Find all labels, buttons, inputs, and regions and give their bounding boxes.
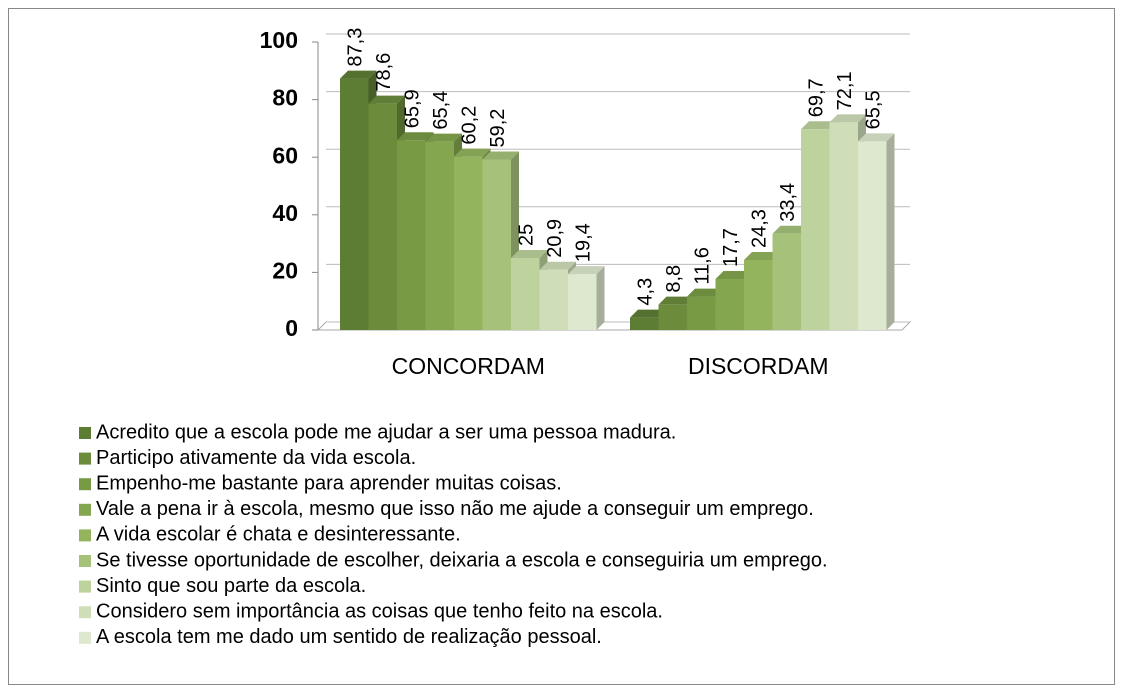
- x-tick-label: DISCORDAM: [688, 353, 829, 379]
- bar-top: [744, 252, 781, 261]
- bar-top: [539, 261, 576, 270]
- bar: [425, 141, 454, 330]
- bar: [744, 260, 773, 330]
- value-label: 19,4: [573, 223, 595, 262]
- bar-side: [596, 266, 605, 330]
- bar: [511, 258, 540, 330]
- bar-top: [687, 288, 724, 297]
- bar: [658, 304, 687, 330]
- bar-top: [715, 271, 752, 280]
- legend-swatch: [79, 529, 91, 542]
- bar: [630, 317, 659, 330]
- bar-top: [482, 151, 519, 160]
- legend-swatch: [79, 580, 91, 593]
- bar: [568, 274, 597, 330]
- bar: [772, 233, 801, 330]
- value-label: 65,5: [863, 90, 885, 129]
- value-label: 20,9: [544, 219, 566, 258]
- value-label: 87,3: [345, 28, 367, 67]
- legend-label: Sinto que sou parte da escola.: [96, 575, 366, 597]
- value-label: 72,1: [834, 71, 856, 110]
- value-label: 24,3: [749, 209, 771, 248]
- chart-frame: [8, 8, 1115, 685]
- legend-swatch: [79, 631, 91, 644]
- bar: [858, 141, 887, 330]
- bar-top: [340, 70, 377, 79]
- bar-top: [630, 309, 667, 318]
- x-tick-label: CONCORDAM: [392, 353, 545, 379]
- bar: [397, 140, 426, 330]
- legend-swatch: [79, 427, 91, 439]
- y-tick-label: 40: [272, 200, 298, 226]
- legend-label: Considero sem importância as coisas que …: [96, 600, 663, 622]
- bar-side: [886, 133, 895, 330]
- value-label: 25: [516, 224, 538, 246]
- value-label: 59,2: [487, 109, 509, 148]
- legend-label: A vida escolar é chata e desinteressante…: [96, 524, 461, 546]
- bar-top: [658, 296, 695, 305]
- bar-top: [772, 225, 809, 234]
- bar-top: [397, 132, 434, 141]
- bar-top: [511, 250, 548, 258]
- value-label: 11,6: [692, 247, 714, 284]
- bar-top: [368, 95, 405, 104]
- legend-swatch: [79, 478, 91, 491]
- bar: [829, 122, 858, 331]
- value-label: 69,7: [806, 78, 828, 117]
- value-label: 8,8: [663, 265, 685, 293]
- bar: [687, 296, 716, 330]
- legend-label: Acredito que a escola pode me ajudar a s…: [96, 421, 676, 443]
- bar-top: [454, 148, 491, 157]
- legend-swatch: [79, 606, 91, 619]
- value-label: 60,2: [459, 106, 481, 145]
- value-label: 17,7: [720, 228, 742, 267]
- value-label: 65,9: [402, 89, 424, 128]
- bar: [454, 156, 483, 330]
- y-tick-label: 60: [272, 142, 298, 168]
- bar-top: [858, 133, 895, 142]
- value-label: 33,4: [777, 183, 799, 222]
- bar: [715, 279, 744, 330]
- bar-top: [425, 133, 462, 142]
- bar: [539, 269, 568, 330]
- legend-swatch: [79, 503, 91, 516]
- legend-swatch: [79, 452, 91, 465]
- y-tick-label: 80: [272, 85, 298, 111]
- legend-swatch: [79, 555, 91, 567]
- y-tick-label: 20: [272, 257, 298, 283]
- value-label: 4,3: [635, 278, 657, 306]
- bar: [368, 103, 397, 330]
- bar: [340, 78, 369, 331]
- bar: [801, 129, 830, 330]
- legend-label: Se tivesse oportunidade de escolher, dei…: [96, 549, 828, 571]
- legend-label: A escola tem me dado um sentido de reali…: [96, 626, 602, 648]
- bar-top: [829, 114, 866, 123]
- bar: [482, 159, 511, 330]
- value-label: 78,6: [373, 53, 395, 92]
- legend-label: Participo ativamente da vida escola.: [96, 447, 416, 469]
- bar-top: [568, 266, 605, 275]
- legend-label: Vale a pena ir à escola, mesmo que isso …: [96, 498, 814, 520]
- bar-top: [801, 121, 838, 130]
- y-tick-label: 100: [260, 27, 298, 53]
- value-label: 65,4: [430, 91, 452, 130]
- y-tick-label: 0: [285, 315, 298, 341]
- legend-label: Empenho-me bastante para aprender muitas…: [96, 472, 562, 494]
